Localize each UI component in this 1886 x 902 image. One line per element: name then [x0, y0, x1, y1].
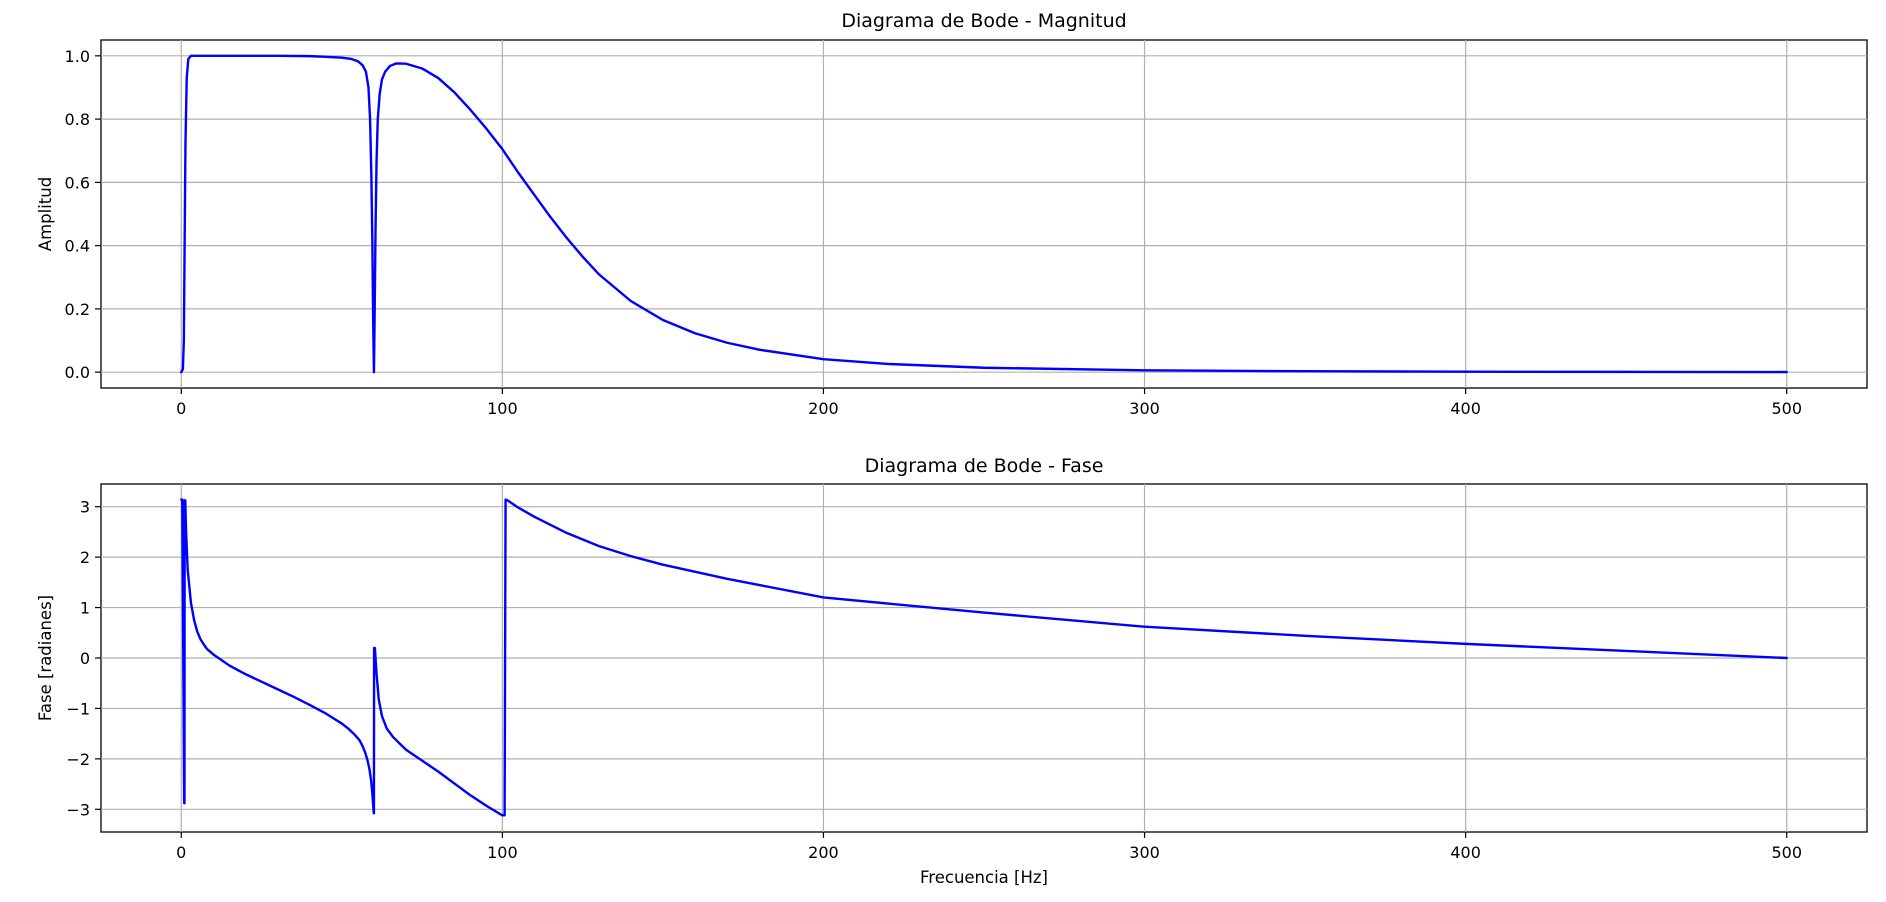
magnitude-ylabel: Amplitud	[36, 177, 55, 251]
magnitude-x-tick-label: 0	[176, 399, 186, 418]
phase-xlabel: Frecuencia [Hz]	[920, 868, 1048, 887]
phase-grid	[101, 484, 1867, 832]
phase-x-tick-label: 500	[1771, 843, 1802, 862]
magnitude-y-tick-label: 0.6	[65, 173, 90, 192]
magnitude-y-tick-label: 0.8	[65, 110, 90, 129]
magnitude-x-tick-label: 500	[1771, 399, 1802, 418]
magnitude-y-tick-label: 0.0	[65, 363, 90, 382]
phase-y-tick-label: 0	[80, 649, 90, 668]
phase-y-tick-label: 2	[80, 548, 90, 567]
magnitude-x-tick-label: 200	[808, 399, 839, 418]
magnitude-plot-frame	[100, 39, 1868, 389]
phase-x-tick-label: 200	[808, 843, 839, 862]
phase-y-tick-label: 1	[80, 599, 90, 618]
magnitude-ticks: 0 100 200 300 400 500 0.0 0.2 0.4 0.6 0.8 1.0	[65, 47, 1802, 418]
magnitude-y-tick-label: 1.0	[65, 47, 90, 66]
phase-x-tick-label: 100	[487, 843, 518, 862]
phase-ylabel: Fase [radianes]	[36, 595, 55, 721]
phase-y-tick-label: −3	[66, 800, 90, 819]
magnitude-series-line	[180, 54, 1788, 374]
phase-y-tick-label: −2	[66, 750, 90, 769]
phase-ticks: 0 100 200 300 400 500 −3 −2 −1 0 1 2 3	[66, 498, 1802, 862]
magnitude-x-tick-label: 300	[1129, 399, 1160, 418]
magnitude-x-tick-label: 100	[487, 399, 518, 418]
phase-plot: 0 100 200 300 400 500 −3 −2 −1 0 1 2 3 Diagrama de B…	[36, 455, 1868, 887]
phase-x-tick-label: 400	[1450, 843, 1481, 862]
phase-x-tick-label: 0	[176, 843, 186, 862]
magnitude-title: Diagrama de Bode - Magnitud	[841, 10, 1126, 32]
phase-x-tick-label: 300	[1129, 843, 1160, 862]
magnitude-plot: 0 100 200 300 400 500 0.0 0.2 0.4 0.6 0.8 1.0 Diagr…	[36, 10, 1868, 418]
magnitude-y-tick-label: 0.4	[65, 237, 90, 256]
magnitude-y-tick-label: 0.2	[65, 300, 90, 319]
magnitude-grid	[101, 40, 1867, 388]
magnitude-x-tick-label: 400	[1450, 399, 1481, 418]
phase-y-tick-label: −1	[66, 699, 90, 718]
phase-y-tick-label: 3	[80, 498, 90, 517]
phase-title: Diagrama de Bode - Fase	[865, 455, 1104, 477]
phase-series-line	[180, 498, 1788, 817]
